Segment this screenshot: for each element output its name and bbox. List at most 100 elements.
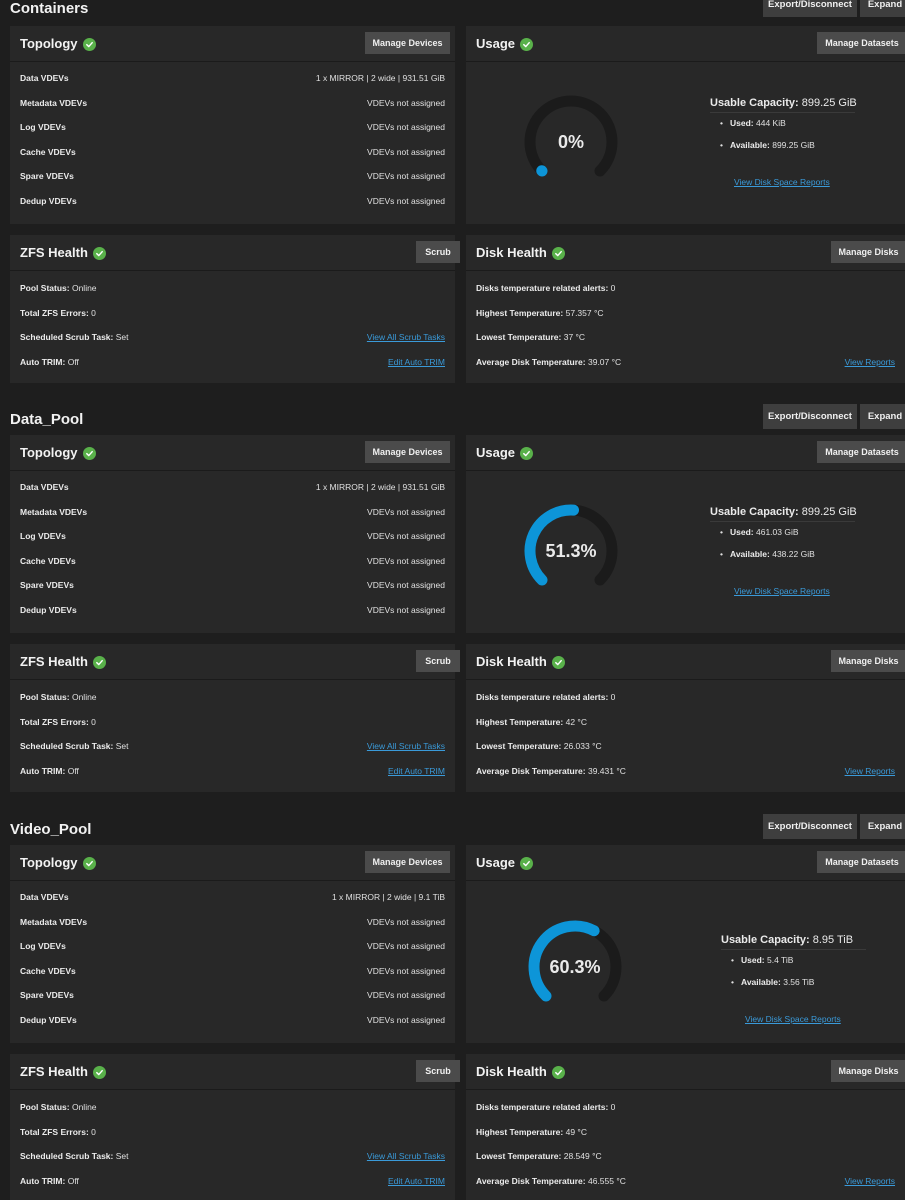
zfs-health-card: ZFS Health Scrub Pool Status: Online Total … — [10, 644, 460, 792]
scrub-button[interactable]: Scrub — [416, 650, 460, 672]
export-disconnect-button[interactable]: Export/Disconnect — [763, 814, 857, 839]
row-label: Metadata VDEVs — [20, 97, 88, 108]
manage-datasets-button[interactable]: Manage Datasets — [817, 851, 905, 873]
expand-button[interactable]: Expand — [860, 404, 905, 429]
row-label: Highest Temperature: — [476, 1126, 564, 1137]
export-disconnect-button[interactable]: Export/Disconnect — [763, 0, 857, 17]
usable-capacity-value: 899.25 GiB — [801, 97, 857, 109]
row-label: Lowest Temperature: — [476, 332, 562, 342]
healthy-check-icon — [82, 37, 96, 51]
expand-button[interactable]: Expand — [860, 814, 905, 839]
used-item: Used: 461.03 GiB — [720, 527, 798, 537]
card-title-text: Topology — [20, 855, 78, 870]
scrub-button[interactable]: Scrub — [416, 1060, 460, 1082]
row-label: Log VDEVs — [20, 941, 66, 952]
view-all-scrub-tasks-link[interactable]: View All Scrub Tasks — [366, 741, 445, 751]
info-row: Lowest Temperature: 26.033 °C — [476, 740, 895, 752]
disk-health-card: Disk Health Manage Disks Disks temperature… — [466, 1054, 905, 1200]
export-disconnect-button[interactable]: Export/Disconnect — [763, 404, 857, 429]
info-row: Total ZFS Errors: 0 — [20, 716, 445, 728]
info-row: Auto TRIM: Off Edit Auto TRIM — [20, 356, 445, 368]
manage-devices-button[interactable]: Manage Devices — [365, 851, 450, 873]
view-reports-link[interactable]: View Reports — [844, 765, 895, 776]
info-row: Data VDEVs 1 x MIRROR | 2 wide | 9.1 TiB — [20, 891, 445, 903]
vdev-value: VDEVs not assigned — [367, 122, 445, 133]
donut-track — [524, 95, 618, 177]
usage-donut-chart — [524, 95, 618, 177]
card-title: ZFS Health — [20, 1065, 106, 1079]
vdev-value: 1 x MIRROR | 2 wide | 931.51 GiB — [315, 73, 445, 83]
healthy-check-icon — [551, 1065, 565, 1079]
card-header: Usage Manage Datasets — [466, 435, 905, 471]
row-label: Auto TRIM: — [20, 1175, 66, 1186]
manage-devices-button[interactable]: Manage Devices — [365, 441, 450, 463]
row-value: Set — [115, 1151, 129, 1161]
view-reports-link[interactable]: View Reports — [844, 1175, 895, 1186]
usable-capacity: Usable Capacity: 8.95 TiB — [721, 934, 853, 946]
pool-section-data_pool: Data_Pool Export/Disconnect Expand Topology… — [0, 404, 905, 818]
manage-disks-button[interactable]: Manage Disks — [831, 650, 905, 672]
topology-card: Topology Manage Devices Data VDEVs 1 x MIRR… — [10, 26, 455, 224]
info-row: Average Disk Temperature: 39.431 °C View … — [476, 765, 895, 777]
healthy-check-icon — [92, 1065, 106, 1079]
healthy-check-icon — [92, 246, 106, 260]
scrub-button[interactable]: Scrub — [416, 241, 460, 263]
info-row: Scheduled Scrub Task: Set View All Scrub … — [20, 740, 445, 752]
view-disk-space-reports-link[interactable]: View Disk Space Reports — [734, 586, 830, 596]
zfs-health-card: ZFS Health Scrub Pool Status: Online Total … — [10, 235, 460, 383]
row-label: Cache VDEVs — [20, 555, 76, 566]
edit-auto-trim-link[interactable]: Edit Auto TRIM — [387, 765, 445, 776]
manage-devices-button[interactable]: Manage Devices — [365, 32, 450, 54]
usable-capacity-value: 8.95 TiB — [812, 934, 854, 946]
edit-auto-trim-link[interactable]: Edit Auto TRIM — [387, 1175, 445, 1186]
healthy-check-icon — [520, 856, 534, 870]
row-label: Total ZFS Errors: — [20, 307, 89, 318]
info-row: Data VDEVs 1 x MIRROR | 2 wide | 931.51 G… — [20, 72, 445, 84]
divider — [710, 112, 855, 113]
available-value: 438.22 GiB — [772, 549, 815, 559]
expand-button[interactable]: Expand — [860, 0, 905, 17]
row-value: 26.033 °C — [563, 741, 602, 751]
vdev-value: VDEVs not assigned — [367, 605, 445, 615]
manage-datasets-button[interactable]: Manage Datasets — [817, 441, 905, 463]
usable-capacity-label: Usable Capacity: — [710, 97, 799, 109]
available-item: Available: 3.56 TiB — [731, 977, 814, 987]
info-row: Disks temperature related alerts: 0 — [476, 691, 895, 703]
view-all-scrub-tasks-link[interactable]: View All Scrub Tasks — [366, 1151, 445, 1161]
row-label: Average Disk Temperature: — [476, 765, 586, 776]
manage-datasets-button[interactable]: Manage Datasets — [817, 32, 905, 54]
usage-body: 60.3% Usable Capacity: 8.95 TiB Used: 5.4 … — [466, 882, 905, 1043]
view-reports-link[interactable]: View Reports — [844, 356, 895, 367]
card-title: ZFS Health — [20, 655, 106, 669]
row-label: Data VDEVs — [20, 482, 69, 492]
manage-disks-button[interactable]: Manage Disks — [831, 1060, 905, 1082]
available-value: 899.25 GiB — [772, 140, 815, 150]
view-disk-space-reports-link[interactable]: View Disk Space Reports — [734, 177, 830, 187]
row-label: Metadata VDEVs — [20, 916, 88, 927]
edit-auto-trim-link[interactable]: Edit Auto TRIM — [387, 356, 445, 367]
row-label: Scheduled Scrub Task: — [20, 1151, 114, 1161]
row-value: Online — [71, 283, 97, 293]
used-label: Used: — [730, 118, 754, 128]
pool-title: Data_Pool — [10, 411, 84, 428]
usage-donut: 60.3% — [520, 912, 630, 1022]
manage-disks-button[interactable]: Manage Disks — [831, 241, 905, 263]
row-label: Scheduled Scrub Task: — [20, 332, 114, 342]
vdev-value: VDEVs not assigned — [367, 1015, 445, 1025]
vdev-value: VDEVs not assigned — [367, 990, 445, 1001]
row-label: Disks temperature related alerts: — [476, 283, 609, 293]
row-label: Total ZFS Errors: — [20, 716, 89, 727]
view-disk-space-reports-link[interactable]: View Disk Space Reports — [745, 1014, 841, 1024]
used-item: Used: 5.4 TiB — [731, 955, 794, 965]
info-row: Spare VDEVs VDEVs not assigned — [20, 579, 445, 591]
row-label: Spare VDEVs — [20, 580, 74, 591]
card-header: Topology Manage Devices — [10, 26, 455, 62]
row-label: Pool Status: — [20, 1102, 70, 1112]
row-label: Average Disk Temperature: — [476, 1175, 586, 1186]
vdev-value: VDEVs not assigned — [367, 555, 445, 566]
view-all-scrub-tasks-link[interactable]: View All Scrub Tasks — [366, 332, 445, 342]
usable-capacity: Usable Capacity: 899.25 GiB — [710, 506, 857, 518]
info-row: Total ZFS Errors: 0 — [20, 1126, 445, 1138]
available-label: Available: — [730, 549, 770, 559]
healthy-check-icon — [520, 37, 534, 51]
